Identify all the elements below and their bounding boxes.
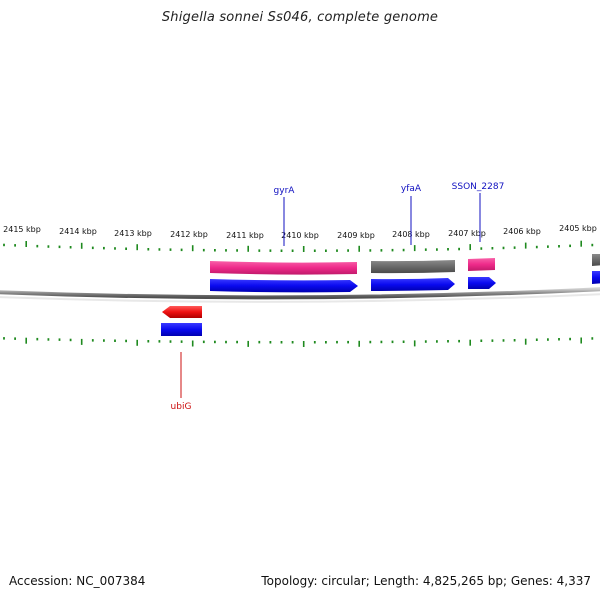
scale-label-2414: 2414 kbp (59, 227, 97, 236)
genome-summary-text: Topology: circular; Length: 4,825,265 bp… (261, 574, 591, 588)
gene-label-ubiG[interactable]: ubiG (171, 402, 192, 412)
feature-track-reverse (161, 306, 202, 336)
gene-label-lines (180, 193, 481, 398)
scale-ticks-top (3, 240, 594, 252)
genome-backbone (0, 287, 600, 300)
cds-arrow-gyrA[interactable] (210, 279, 358, 293)
cds-arrow-sson2287[interactable] (468, 277, 496, 289)
gene-label-sson2287[interactable]: SSON_2287 (452, 182, 505, 192)
scale-label-2410: 2410 kbp (281, 231, 319, 240)
scale-label-2409: 2409 kbp (337, 231, 375, 240)
scale-label-2406: 2406 kbp (503, 227, 541, 236)
backbone-shadow (0, 293, 600, 303)
feature-gray-yfaA[interactable] (371, 260, 455, 274)
page-title: Shigella sonnei Ss046, complete genome (161, 10, 439, 25)
gene-labels: gyrA yfaA SSON_2287 ubiG (171, 182, 505, 412)
scale-label-2415: 2415 kbp (3, 225, 41, 234)
scale-label-2411: 2411 kbp (226, 231, 264, 240)
cds-track-forward (210, 271, 600, 293)
cds-arrow-ubiG[interactable] (162, 306, 202, 318)
gene-label-yfaA[interactable]: yfaA (401, 184, 422, 194)
scale-label-2407: 2407 kbp (448, 229, 486, 238)
gene-label-gyrA[interactable]: gyrA (274, 186, 296, 196)
cds-arrow-edge[interactable] (592, 271, 600, 284)
scale-label-2413: 2413 kbp (114, 229, 152, 238)
cds-arrow-yfaA[interactable] (371, 278, 455, 291)
feature-pink-sson2287[interactable] (468, 258, 495, 271)
scale-label-2412: 2412 kbp (170, 230, 208, 239)
feature-pink-gyrA[interactable] (210, 261, 357, 275)
feature-gray-edge[interactable] (592, 254, 600, 266)
scale-ticks-bottom (3, 337, 594, 347)
feature-track-outer (210, 254, 600, 275)
accession-text: Accession: NC_007384 (9, 574, 146, 588)
scale-label-2405: 2405 kbp (559, 224, 597, 233)
cds-block-ubiG[interactable] (161, 323, 202, 336)
scale-labels: 2415 kbp 2414 kbp 2413 kbp 2412 kbp 2411… (3, 224, 597, 240)
